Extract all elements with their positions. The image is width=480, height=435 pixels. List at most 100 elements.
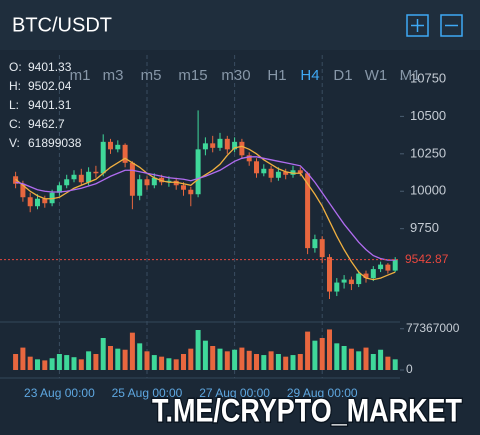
y-tick-label: 10750 [410, 70, 446, 85]
candle-body [86, 171, 92, 183]
zoom-out-frame[interactable] [440, 14, 463, 37]
volume-bar [378, 349, 384, 370]
info-value: 9462.7 [28, 117, 65, 131]
y-tick-label: 10250 [410, 145, 446, 160]
timeframe-tab[interactable]: W1 [365, 67, 388, 84]
candle-body [210, 143, 216, 148]
zoom-out-button[interactable] [440, 14, 463, 37]
volume-bar [115, 348, 121, 370]
volume-bar [327, 329, 332, 370]
info-label: V: [9, 136, 20, 150]
x-tick-label: 29 Aug 00:00 [287, 386, 358, 400]
volume-bar [71, 357, 77, 370]
volume-bar [144, 351, 150, 370]
candle-body [348, 279, 354, 285]
volume-bar [108, 346, 113, 370]
volume-bar [370, 354, 376, 370]
zoom-in-button[interactable] [406, 14, 429, 37]
volume-bar [20, 347, 26, 370]
volume-tick-label: 77367000 [406, 321, 460, 335]
x-tick-label: 27 Aug 00:00 [199, 386, 270, 400]
candle-body [115, 144, 121, 150]
candle-body [35, 198, 40, 207]
candle-body [370, 269, 376, 279]
zoom-in-frame[interactable] [406, 14, 429, 37]
candle-body [261, 168, 267, 174]
volume-bar [159, 356, 165, 370]
volume-tick-label: 0 [406, 362, 413, 376]
candle-body [42, 198, 48, 204]
volume-bar [312, 340, 318, 370]
candle-body [254, 161, 259, 174]
info-value: 9502.04 [28, 79, 72, 93]
candle-body [173, 180, 179, 186]
info-label: H: [9, 79, 21, 93]
timeframe-tab[interactable]: m30 [221, 67, 250, 84]
volume-bar [42, 360, 48, 370]
volume-bar [392, 359, 398, 370]
candle-body [137, 179, 143, 196]
volume-bar [122, 349, 128, 370]
volume-bar [78, 359, 84, 370]
volume-bar [35, 359, 40, 370]
candle-body [78, 174, 84, 183]
candle-body [181, 185, 186, 190]
volume-bar [319, 338, 325, 370]
timeframe-tab[interactable]: H4 [300, 67, 319, 84]
candle-body [334, 282, 340, 292]
candle-body [392, 259, 398, 271]
candle-body [202, 143, 208, 150]
volume-bar [210, 346, 216, 370]
candle-body [341, 279, 347, 283]
candle-body [27, 197, 33, 207]
y-tick-label: 9750 [410, 220, 439, 235]
last-price-label: 9542.87 [405, 252, 449, 266]
x-tick-label: 25 Aug 00:00 [112, 386, 183, 400]
moving-average-line [15, 145, 396, 281]
candle-body [64, 179, 70, 186]
volume-bar [217, 348, 223, 370]
candle-body [71, 174, 77, 180]
candle-body [20, 183, 26, 198]
volume-bar [100, 338, 106, 370]
volume-bar [137, 343, 143, 370]
timeframe-tab[interactable]: m15 [178, 67, 207, 84]
volume-bar [49, 358, 55, 370]
x-tick-label: 23 Aug 00:00 [24, 386, 95, 400]
y-tick-label: 10500 [410, 108, 446, 123]
candle-body [108, 141, 113, 150]
info-value: 9401.31 [28, 98, 72, 112]
volume-bar [254, 354, 259, 370]
volume-bar [93, 354, 99, 370]
volume-bar [305, 331, 311, 370]
volume-bar [334, 343, 340, 370]
timeframe-tab[interactable]: m3 [103, 67, 124, 84]
y-tick-label: 10000 [410, 183, 446, 198]
volume-bar [224, 351, 230, 370]
candle-body [363, 273, 369, 279]
overlay: 9750 10000 10250 10500 10750 9542.87 0 77367000… [9, 60, 460, 376]
timeframe-tab[interactable]: H1 [267, 67, 286, 84]
candle-body [312, 239, 318, 249]
plot: 23 Aug 00:00 25 Aug 00:00 27 Aug 00:00 29 A… [0, 55, 404, 400]
candle-body [356, 273, 362, 285]
header-bar [0, 0, 480, 50]
volume-bar [86, 351, 92, 370]
timeframe-tab[interactable]: m1 [70, 67, 91, 84]
candle-body [385, 264, 391, 271]
volume-bar [239, 347, 245, 370]
candle-body [290, 170, 296, 175]
volume-bar [232, 349, 238, 370]
volume-bar [261, 355, 267, 370]
candle-body [232, 141, 238, 150]
candle-body [166, 180, 172, 183]
candle-body [319, 239, 325, 258]
timeframe-tab[interactable]: m5 [141, 67, 162, 84]
candle-body [268, 168, 274, 178]
volume-bar [13, 354, 19, 370]
candle-body [144, 179, 150, 186]
timeframe-tab[interactable]: M1 [400, 67, 421, 84]
timeframe-tab[interactable]: D1 [333, 67, 352, 84]
volume-bar [151, 355, 157, 370]
